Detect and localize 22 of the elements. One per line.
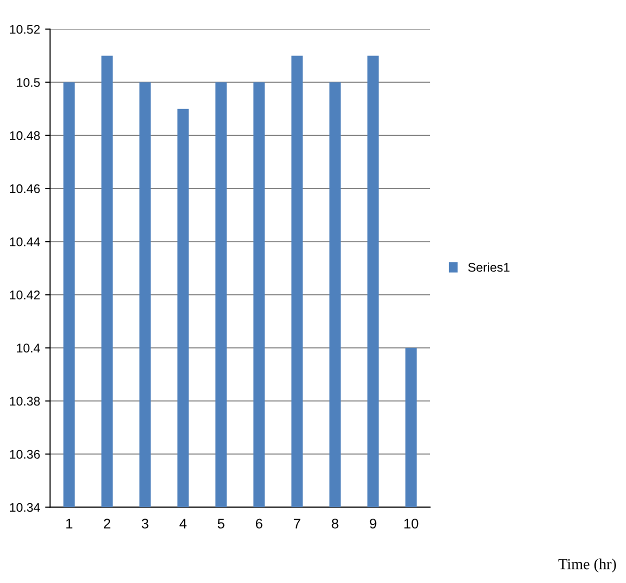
y-tick-label: 10.46 xyxy=(10,184,40,194)
x-tick-label: 1 xyxy=(66,518,72,528)
text: Time (hr) xyxy=(558,558,616,572)
x-tick-label: 6 xyxy=(256,518,262,529)
legend-label: Series1 xyxy=(468,262,510,272)
y-tick-label: 10.4 xyxy=(16,344,40,353)
x-tick-label: 4 xyxy=(180,518,187,528)
x-tick-label: 2 xyxy=(104,518,110,528)
y-tick-label: 10.38 xyxy=(10,396,40,406)
y-tick-label: 10.48 xyxy=(10,131,40,140)
y-tick-label: 10.52 xyxy=(10,24,40,34)
y-tick-label: 10.34 xyxy=(10,503,40,512)
y-tick-label: 10.44 xyxy=(10,237,40,246)
y-tick-label: 10.42 xyxy=(10,290,40,300)
x-tick-label: 7 xyxy=(294,518,300,528)
x-tick-label: 9 xyxy=(370,518,376,529)
x-tick-label: 5 xyxy=(218,518,224,529)
x-tick-label: 10 xyxy=(404,518,418,529)
y-tick-label: 10.5 xyxy=(16,78,40,87)
x-tick-label: 8 xyxy=(332,518,338,529)
x-tick-label: 3 xyxy=(142,518,148,529)
y-tick-label: 10.36 xyxy=(10,450,40,459)
